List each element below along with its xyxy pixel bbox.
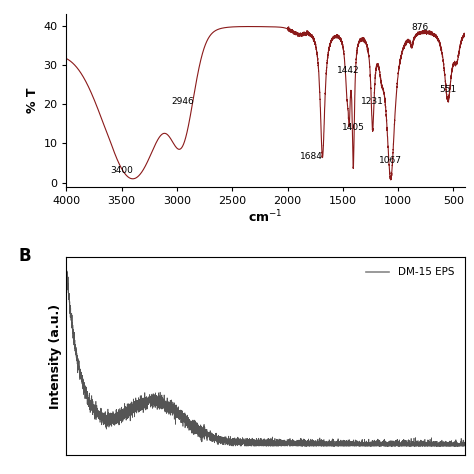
- Text: B: B: [18, 247, 31, 265]
- Text: 1442: 1442: [337, 66, 360, 75]
- Text: 1684: 1684: [300, 152, 322, 161]
- Legend: DM-15 EPS: DM-15 EPS: [361, 262, 459, 283]
- Text: 1231: 1231: [361, 97, 384, 106]
- Text: 2946: 2946: [172, 97, 194, 106]
- Y-axis label: Intensity (a.u.): Intensity (a.u.): [49, 303, 62, 409]
- Text: 1405: 1405: [342, 123, 365, 132]
- Text: 876: 876: [412, 23, 429, 32]
- Text: 3400: 3400: [110, 166, 133, 175]
- Y-axis label: % T: % T: [26, 88, 39, 113]
- X-axis label: cm$^{-1}$: cm$^{-1}$: [248, 208, 283, 225]
- Text: 551: 551: [439, 85, 456, 94]
- Text: 1067: 1067: [379, 156, 402, 165]
